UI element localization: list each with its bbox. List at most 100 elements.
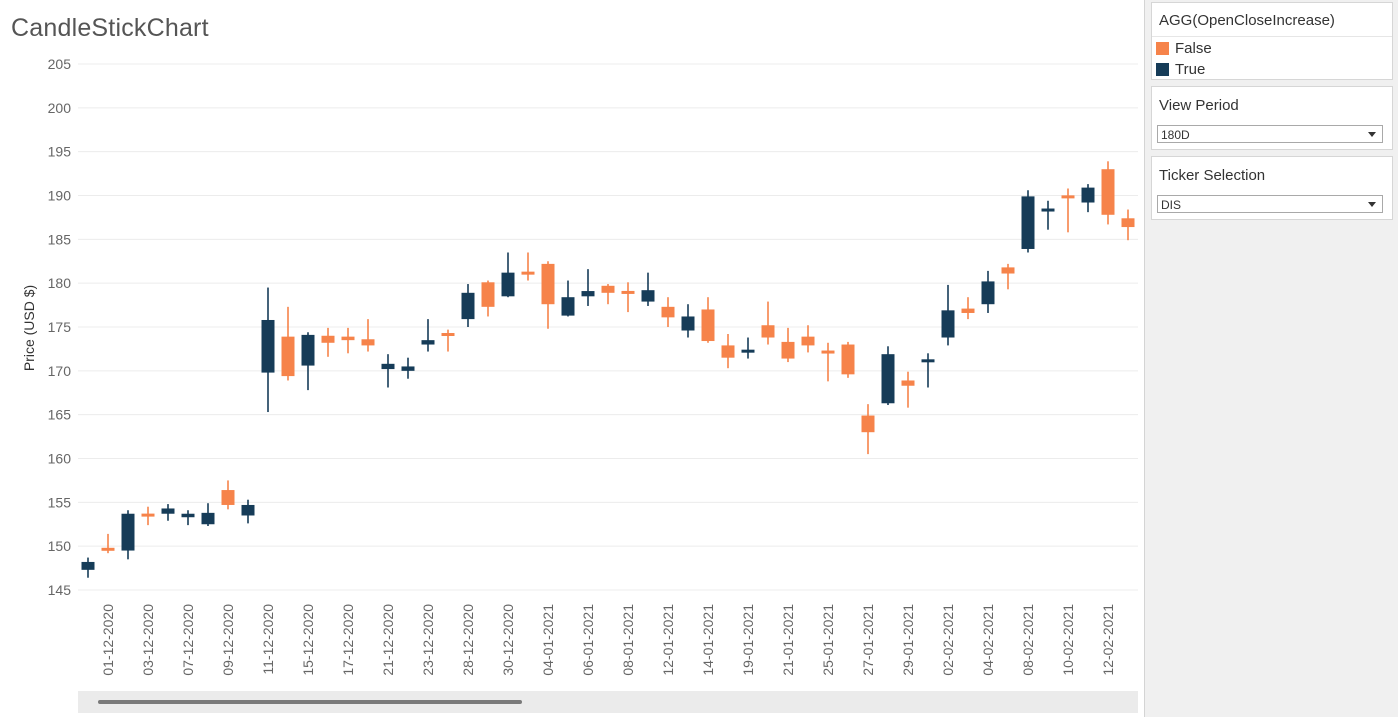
candle[interactable]: [121, 510, 135, 560]
candle[interactable]: [581, 269, 595, 306]
candle[interactable]: [661, 297, 675, 327]
candle[interactable]: [601, 284, 615, 305]
chart-title: CandleStickChart: [11, 14, 209, 42]
chevron-down-icon[interactable]: [1362, 126, 1382, 142]
legend-swatch-true: [1156, 63, 1169, 76]
candle[interactable]: [521, 252, 535, 281]
x-tick-label: 21-01-2021: [780, 604, 796, 676]
candle[interactable]: [1041, 200, 1055, 230]
candle[interactable]: [861, 404, 875, 455]
candle[interactable]: [321, 327, 335, 357]
candle-body: [141, 513, 155, 517]
candle[interactable]: [421, 319, 435, 352]
candle-body: [1121, 218, 1135, 228]
candle[interactable]: [341, 327, 355, 354]
candle[interactable]: [281, 306, 295, 381]
candle[interactable]: [981, 270, 995, 313]
y-tick-label: 190: [48, 188, 72, 204]
candle-body: [841, 344, 855, 375]
x-tick-label: 03-12-2020: [140, 604, 156, 676]
candle[interactable]: [1101, 161, 1115, 225]
y-tick-label: 155: [48, 494, 72, 510]
candle[interactable]: [921, 353, 935, 388]
candle[interactable]: [941, 284, 955, 346]
candle[interactable]: [241, 499, 255, 524]
candle[interactable]: [561, 280, 575, 317]
candle[interactable]: [781, 327, 795, 363]
candle[interactable]: [541, 261, 555, 329]
candle[interactable]: [641, 272, 655, 306]
x-tick-label: 12-01-2021: [660, 604, 676, 676]
candle[interactable]: [621, 282, 635, 313]
candle[interactable]: [161, 504, 175, 521]
candle[interactable]: [841, 341, 855, 378]
candle-body: [921, 359, 935, 363]
x-tick-label: 28-12-2020: [460, 604, 476, 676]
y-tick-label: 180: [48, 275, 72, 291]
candle-body: [721, 345, 735, 358]
candle[interactable]: [761, 301, 775, 345]
x-tick-label: 10-02-2021: [1060, 604, 1076, 676]
candle[interactable]: [141, 506, 155, 526]
candle-body: [301, 334, 315, 366]
candle[interactable]: [821, 342, 835, 382]
candle[interactable]: [701, 297, 715, 343]
candle-body: [161, 508, 175, 514]
ticker-selection-dropdown[interactable]: DIS: [1157, 195, 1383, 213]
candle[interactable]: [261, 287, 275, 413]
candle[interactable]: [881, 346, 895, 406]
candle-body: [881, 354, 895, 404]
candle[interactable]: [441, 329, 455, 352]
candle[interactable]: [681, 304, 695, 338]
y-tick-label: 170: [48, 363, 72, 379]
candle[interactable]: [1021, 190, 1035, 253]
candle-body: [501, 272, 515, 297]
candle[interactable]: [901, 371, 915, 408]
candle[interactable]: [1121, 209, 1135, 241]
candle-body: [381, 363, 395, 370]
y-axis-ticks: 145 150 155 160 165 170 175 180 185 190 195 200 205: [48, 56, 72, 598]
view-period-filter: View Period 180D: [1151, 86, 1393, 150]
x-tick-label: 04-02-2021: [980, 604, 996, 676]
candle[interactable]: [1061, 188, 1075, 233]
horizontal-scrollbar[interactable]: [78, 691, 1138, 713]
candle-body: [341, 336, 355, 341]
y-tick-label: 195: [48, 144, 72, 160]
candle[interactable]: [1001, 263, 1015, 290]
candle[interactable]: [401, 357, 415, 379]
candle[interactable]: [201, 503, 215, 527]
candle[interactable]: [101, 533, 115, 554]
candle[interactable]: [461, 284, 475, 327]
candle-body: [701, 309, 715, 342]
candle[interactable]: [721, 334, 735, 369]
x-tick-label: 09-12-2020: [220, 604, 236, 676]
candle-body: [221, 490, 235, 505]
candle-body: [321, 335, 335, 343]
candle[interactable]: [801, 325, 815, 353]
x-tick-label: 02-02-2021: [940, 604, 956, 676]
candle[interactable]: [361, 319, 375, 352]
candle[interactable]: [961, 297, 975, 320]
candle-body: [281, 336, 295, 377]
candle[interactable]: [741, 337, 755, 359]
candle[interactable]: [221, 480, 235, 510]
candle[interactable]: [181, 510, 195, 526]
candle[interactable]: [81, 557, 95, 578]
candle-body: [941, 310, 955, 338]
candle[interactable]: [301, 332, 315, 391]
legend-divider: [1152, 36, 1392, 37]
candle[interactable]: [381, 354, 395, 388]
candle[interactable]: [1081, 184, 1095, 213]
candle-body: [961, 308, 975, 313]
candle-body: [261, 319, 275, 373]
legend-swatch-false: [1156, 42, 1169, 55]
scrollbar-thumb[interactable]: [98, 700, 522, 704]
chevron-down-icon[interactable]: [1362, 196, 1382, 212]
ticker-selection-filter: Ticker Selection DIS: [1151, 156, 1393, 220]
candle[interactable]: [501, 252, 515, 298]
candle-body: [181, 513, 195, 518]
candle[interactable]: [481, 280, 495, 317]
view-period-dropdown[interactable]: 180D: [1157, 125, 1383, 143]
x-axis-ticks: 01-12-2020 03-12-2020 07-12-2020 09-12-2020…: [100, 604, 1116, 676]
candle-body: [1001, 267, 1015, 274]
